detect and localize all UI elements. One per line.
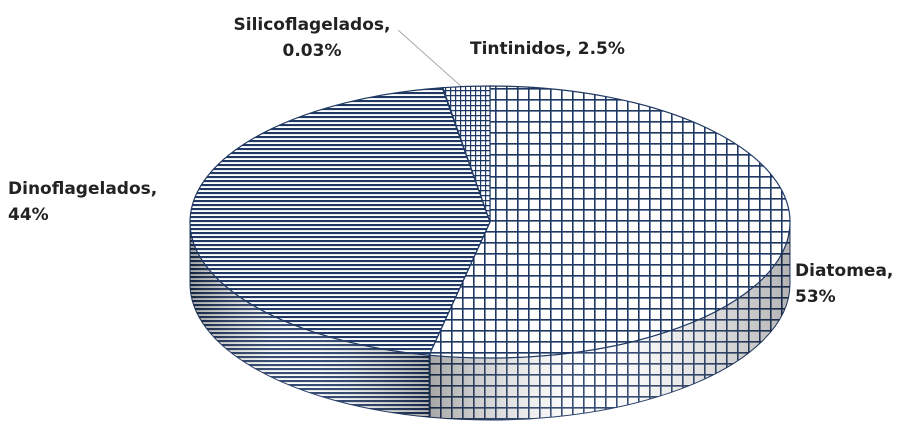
side-shade — [429, 222, 790, 421]
slice — [442, 85, 491, 223]
side-shade — [189, 222, 430, 418]
data-label: Silicoflagelados, 0.03% — [233, 15, 391, 61]
data-label: Diatomea, 53% — [795, 261, 894, 307]
leader-line — [397, 29, 464, 89]
slice — [189, 87, 491, 356]
data-label: Tintinidos, 2.5% — [470, 39, 625, 59]
data-label: Dinoflagelados, 44% — [8, 179, 158, 225]
slice — [428, 85, 791, 359]
